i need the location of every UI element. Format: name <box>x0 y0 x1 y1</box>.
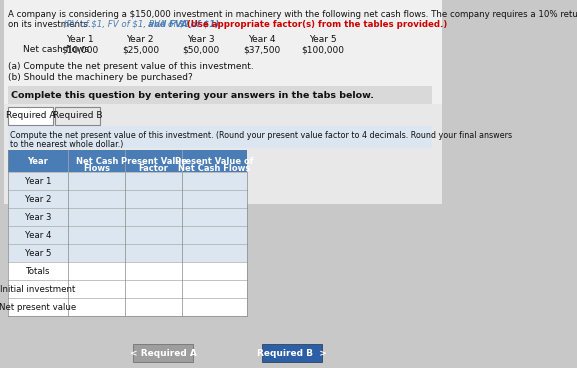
Text: (b) Should the machinery be purchased?: (b) Should the machinery be purchased? <box>8 73 192 82</box>
Text: (PV of $1, FV of $1, PVA of $1,: (PV of $1, FV of $1, PVA of $1, <box>63 20 193 29</box>
Text: Net Cash: Net Cash <box>76 157 118 166</box>
Text: Required B: Required B <box>53 112 102 120</box>
Text: Year 1: Year 1 <box>25 177 51 185</box>
Text: to the nearest whole dollar.): to the nearest whole dollar.) <box>10 140 123 149</box>
Text: Year 3: Year 3 <box>25 212 51 222</box>
Text: Flows: Flows <box>83 164 110 173</box>
Bar <box>8 298 246 316</box>
Bar <box>8 208 246 226</box>
Bar <box>55 107 100 125</box>
Bar <box>8 172 246 190</box>
Text: Factor: Factor <box>138 164 168 173</box>
Bar <box>8 126 432 148</box>
Bar <box>8 262 246 280</box>
Text: and FVA of $1): and FVA of $1) <box>145 20 219 29</box>
Text: $10,000: $10,000 <box>61 45 98 54</box>
Text: (a) Compute the net present value of this investment.: (a) Compute the net present value of thi… <box>8 62 253 71</box>
Text: (Use appropriate factor(s) from the tables provided.): (Use appropriate factor(s) from the tabl… <box>184 20 448 29</box>
Bar <box>8 226 246 244</box>
Text: $50,000: $50,000 <box>182 45 220 54</box>
Text: Year 1: Year 1 <box>66 35 93 44</box>
Text: Year: Year <box>28 156 48 166</box>
Text: Required A: Required A <box>6 112 55 120</box>
Text: Year 4: Year 4 <box>248 35 275 44</box>
Bar <box>3 104 441 204</box>
Text: Complete this question by entering your answers in the tabs below.: Complete this question by entering your … <box>12 91 374 99</box>
Bar <box>8 190 246 208</box>
Text: Compute the net present value of this investment. (Round your present value fact: Compute the net present value of this in… <box>10 131 512 140</box>
Bar <box>8 150 246 172</box>
Text: Year 5: Year 5 <box>25 248 51 258</box>
Text: Year 4: Year 4 <box>25 230 51 240</box>
Text: A company is considering a $150,000 investment in machinery with the following n: A company is considering a $150,000 inve… <box>8 10 577 19</box>
Text: Required B  >: Required B > <box>257 348 327 357</box>
Text: Year 5: Year 5 <box>309 35 336 44</box>
Bar <box>8 244 246 262</box>
Bar <box>262 344 323 362</box>
Text: Totals: Totals <box>25 266 50 276</box>
Bar <box>8 107 53 125</box>
Text: $25,000: $25,000 <box>122 45 159 54</box>
Text: < Required A: < Required A <box>130 348 197 357</box>
Bar <box>133 344 193 362</box>
Text: Present Value of: Present Value of <box>175 157 253 166</box>
Text: Initial investment: Initial investment <box>0 284 76 294</box>
Text: $37,500: $37,500 <box>243 45 280 54</box>
Bar <box>3 0 441 110</box>
Text: Present Value: Present Value <box>121 157 187 166</box>
Text: Net Cash Flows: Net Cash Flows <box>178 164 250 173</box>
Bar <box>8 280 246 298</box>
Text: Net cash flows: Net cash flows <box>23 45 89 54</box>
Text: $100,000: $100,000 <box>301 45 344 54</box>
Text: Year 2: Year 2 <box>126 35 154 44</box>
Bar <box>8 86 432 104</box>
Text: Year 2: Year 2 <box>25 195 51 204</box>
Text: Year 3: Year 3 <box>187 35 215 44</box>
Text: on its investments.: on its investments. <box>8 20 93 29</box>
Text: Net present value: Net present value <box>0 302 77 311</box>
